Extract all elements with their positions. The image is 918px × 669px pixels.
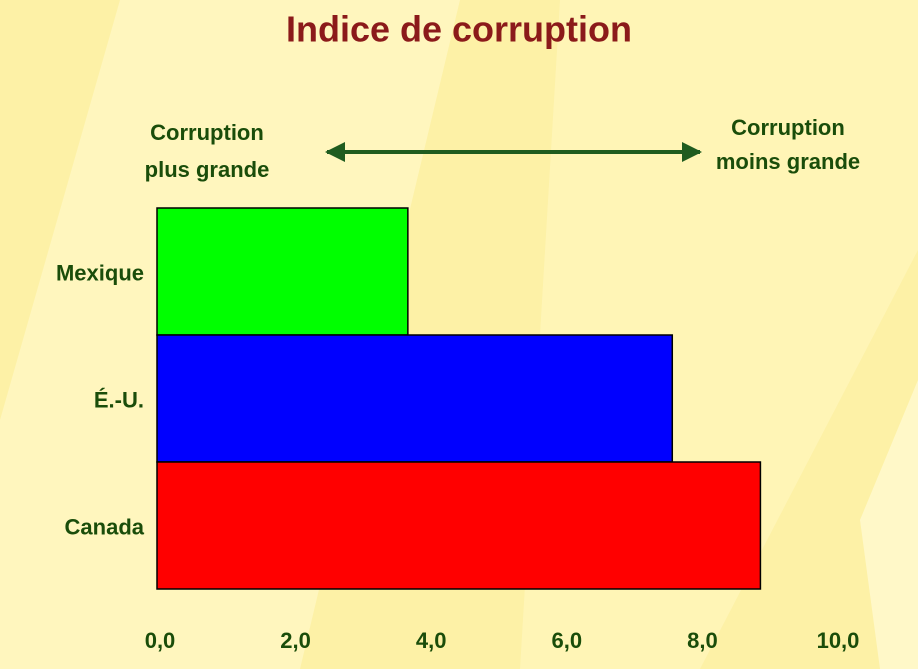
x-tick-label: 2,0: [280, 628, 311, 653]
bar: [156, 334, 674, 463]
y-tick-label: Canada: [65, 514, 145, 539]
x-tick-label: 6,0: [552, 628, 583, 653]
annotation: plus grande: [145, 157, 270, 182]
y-tick-label: É.-U.: [94, 387, 144, 412]
annotation: Corruption: [150, 120, 264, 145]
annotation: moins grande: [716, 149, 860, 174]
x-tick-label: 8,0: [687, 628, 718, 653]
chart-title: Indice de corruption: [286, 9, 632, 50]
x-tick-label: 4,0: [416, 628, 447, 653]
background-shape: [860, 380, 918, 669]
bar: [156, 207, 409, 336]
annotation: Corruption: [731, 115, 845, 140]
x-tick-label: 0,0: [145, 628, 176, 653]
y-tick-label: Mexique: [56, 260, 144, 285]
bar: [156, 461, 762, 590]
x-tick-label: 10,0: [817, 628, 860, 653]
